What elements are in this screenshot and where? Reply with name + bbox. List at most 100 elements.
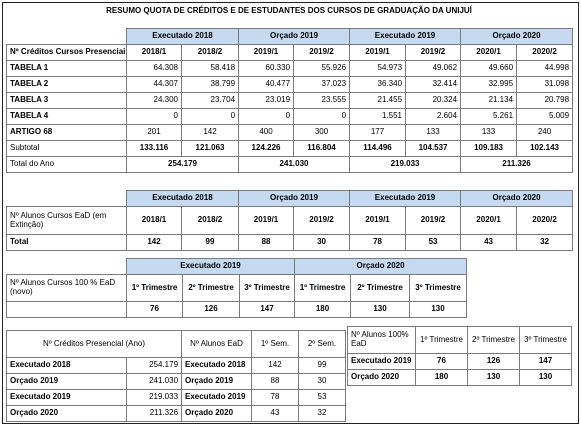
ead-group-row: Executado 2018 Orçado 2019 Executado 201…	[7, 190, 574, 207]
period-header: 3º Trimestre	[238, 274, 296, 302]
cell: 60.330	[238, 60, 295, 77]
cell: 133.116	[126, 140, 182, 157]
cell: 133	[460, 124, 518, 141]
cell: 43	[251, 405, 299, 422]
period-header: 2019/2	[293, 44, 351, 61]
column-header: 2º Trimestre	[467, 326, 520, 354]
cell: 32.414	[405, 76, 462, 93]
cell: 20.324	[405, 92, 462, 109]
table-row: Orçado 2020 180 130 130	[347, 369, 572, 386]
row-header: Nº Créditos Cursos Presenciais	[6, 44, 127, 61]
cell: 126	[467, 353, 520, 370]
period-header: 2019/2	[405, 44, 462, 61]
cell: 0	[126, 108, 182, 125]
group-header: Executado 2019	[349, 28, 462, 45]
column-header: Nº Alunos EaD	[181, 330, 252, 358]
cell: 43	[460, 234, 518, 251]
trimester-header-row: Nº Alunos 100% EaD 1º Trimestre 2º Trime…	[347, 326, 572, 354]
row-label: Orçado 2019	[6, 373, 127, 390]
row-label: Orçado 2019	[181, 373, 252, 390]
column-header: 3º Trimestre	[519, 326, 572, 354]
cell: 211.326	[460, 156, 574, 173]
cell: 88	[238, 234, 295, 251]
cell: 30	[293, 234, 351, 251]
cell: 400	[238, 124, 295, 141]
row-label: Orçado 2020	[347, 369, 416, 386]
cell: 2.604	[405, 108, 462, 125]
cell: 99	[298, 357, 346, 374]
cell: 142	[180, 124, 240, 141]
cell: 147	[519, 353, 572, 370]
group-header: Orçado 2019	[238, 28, 351, 45]
cell: 23.555	[293, 92, 351, 109]
cell: 130	[519, 369, 572, 386]
column-header: Nº Alunos 100% EaD	[347, 326, 416, 354]
period-header: 1º Trimestre	[294, 274, 352, 302]
row-label: Executado 2018	[6, 357, 127, 374]
ead-new-group-row: Executado 2019 Orçado 2020	[7, 258, 468, 275]
cell: 300	[293, 124, 351, 141]
cell: 130	[467, 369, 520, 386]
column-header: 1º Trimestre	[415, 326, 468, 354]
ead-new-period-row: Nº Alunos Cursos 100 % EaD (novo) 1º Tri…	[6, 274, 468, 302]
credits-table: Executado 2018 Orçado 2019 Executado 201…	[6, 28, 574, 173]
cell: 240	[516, 124, 574, 141]
table-row: Executado 2018 142 99	[181, 357, 346, 374]
table-row: ARTIGO 68 201 142 400 300 177 133 133 24…	[6, 124, 574, 141]
group-header: Executado 2019	[349, 190, 462, 207]
cell: 49.062	[405, 60, 462, 77]
cell: 0	[293, 108, 351, 125]
cell: 78	[349, 234, 407, 251]
cell: 64.308	[126, 60, 182, 77]
table-row: Executado 2019 76 126 147	[347, 353, 572, 370]
period-header: 2020/2	[516, 206, 574, 235]
group-header: Orçado 2020	[460, 190, 574, 207]
semester-header-row: Nº Alunos EaD 1º Sem. 2º Sem.	[181, 330, 346, 358]
ead-new-table: Executado 2019 Orçado 2020 Nº Alunos Cur…	[6, 258, 468, 318]
cell: 116.804	[293, 140, 351, 157]
group-header: Executado 2019	[125, 258, 296, 275]
period-header: 2018/2	[180, 206, 240, 235]
subtotal-row: Subtotal 133.116 121.063 124.226 116.804…	[6, 140, 574, 157]
group-header: Orçado 2020	[294, 258, 468, 275]
period-header: 2019/2	[405, 206, 462, 235]
cell: 76	[126, 301, 183, 318]
table-row: Executado 2019 219.033	[6, 389, 183, 406]
row-label: Executado 2018	[181, 357, 252, 374]
row-label: Orçado 2020	[181, 405, 252, 422]
row-label: TABELA 2	[6, 76, 127, 93]
group-header: Orçado 2019	[238, 190, 351, 207]
period-header: 2º Trimestre	[182, 274, 240, 302]
cell: 102.143	[516, 140, 574, 157]
row-label: Executado 2019	[181, 389, 252, 406]
cell: 37.023	[293, 76, 351, 93]
table-row: Orçado 2020 43 32	[181, 405, 346, 422]
report-title: RESUMO QUOTA DE CRÉDITOS E DE ESTUDANTES…	[106, 6, 472, 15]
summary-header-row: Nº Créditos Presencial (Ano)	[5, 330, 183, 358]
cell: 53	[405, 234, 462, 251]
cell: 5.009	[516, 108, 574, 125]
cell: 133	[405, 124, 462, 141]
cell: 30	[298, 373, 346, 390]
table-row: Executado 2018 254.179	[6, 357, 183, 374]
cell: 54.973	[349, 60, 407, 77]
credits-period-row: Nº Créditos Cursos Presenciais 2018/1 20…	[6, 44, 574, 61]
cell: 147	[238, 301, 296, 318]
period-header: 2019/1	[238, 206, 295, 235]
table-row: Orçado 2020 211.326	[6, 405, 183, 422]
cell: 58.418	[180, 60, 240, 77]
row-label: Orçado 2020	[6, 405, 127, 422]
table-row: Orçado 2019 88 30	[181, 373, 346, 390]
cell: 219.033	[125, 389, 183, 406]
cell: 44.307	[126, 76, 182, 93]
row-label: TABELA 4	[6, 108, 127, 125]
cell: 201	[126, 124, 182, 141]
cell: 55.926	[293, 60, 351, 77]
cell: 38.799	[180, 76, 240, 93]
cell: 32	[516, 234, 574, 251]
table-row: Orçado 2019 241.030	[6, 373, 183, 390]
cell: 241.030	[238, 156, 351, 173]
total-row: Total do Ano 254.179 241.030 219.033 211…	[6, 156, 574, 173]
cell: 36.340	[349, 76, 407, 93]
cell: 254.179	[125, 357, 183, 374]
